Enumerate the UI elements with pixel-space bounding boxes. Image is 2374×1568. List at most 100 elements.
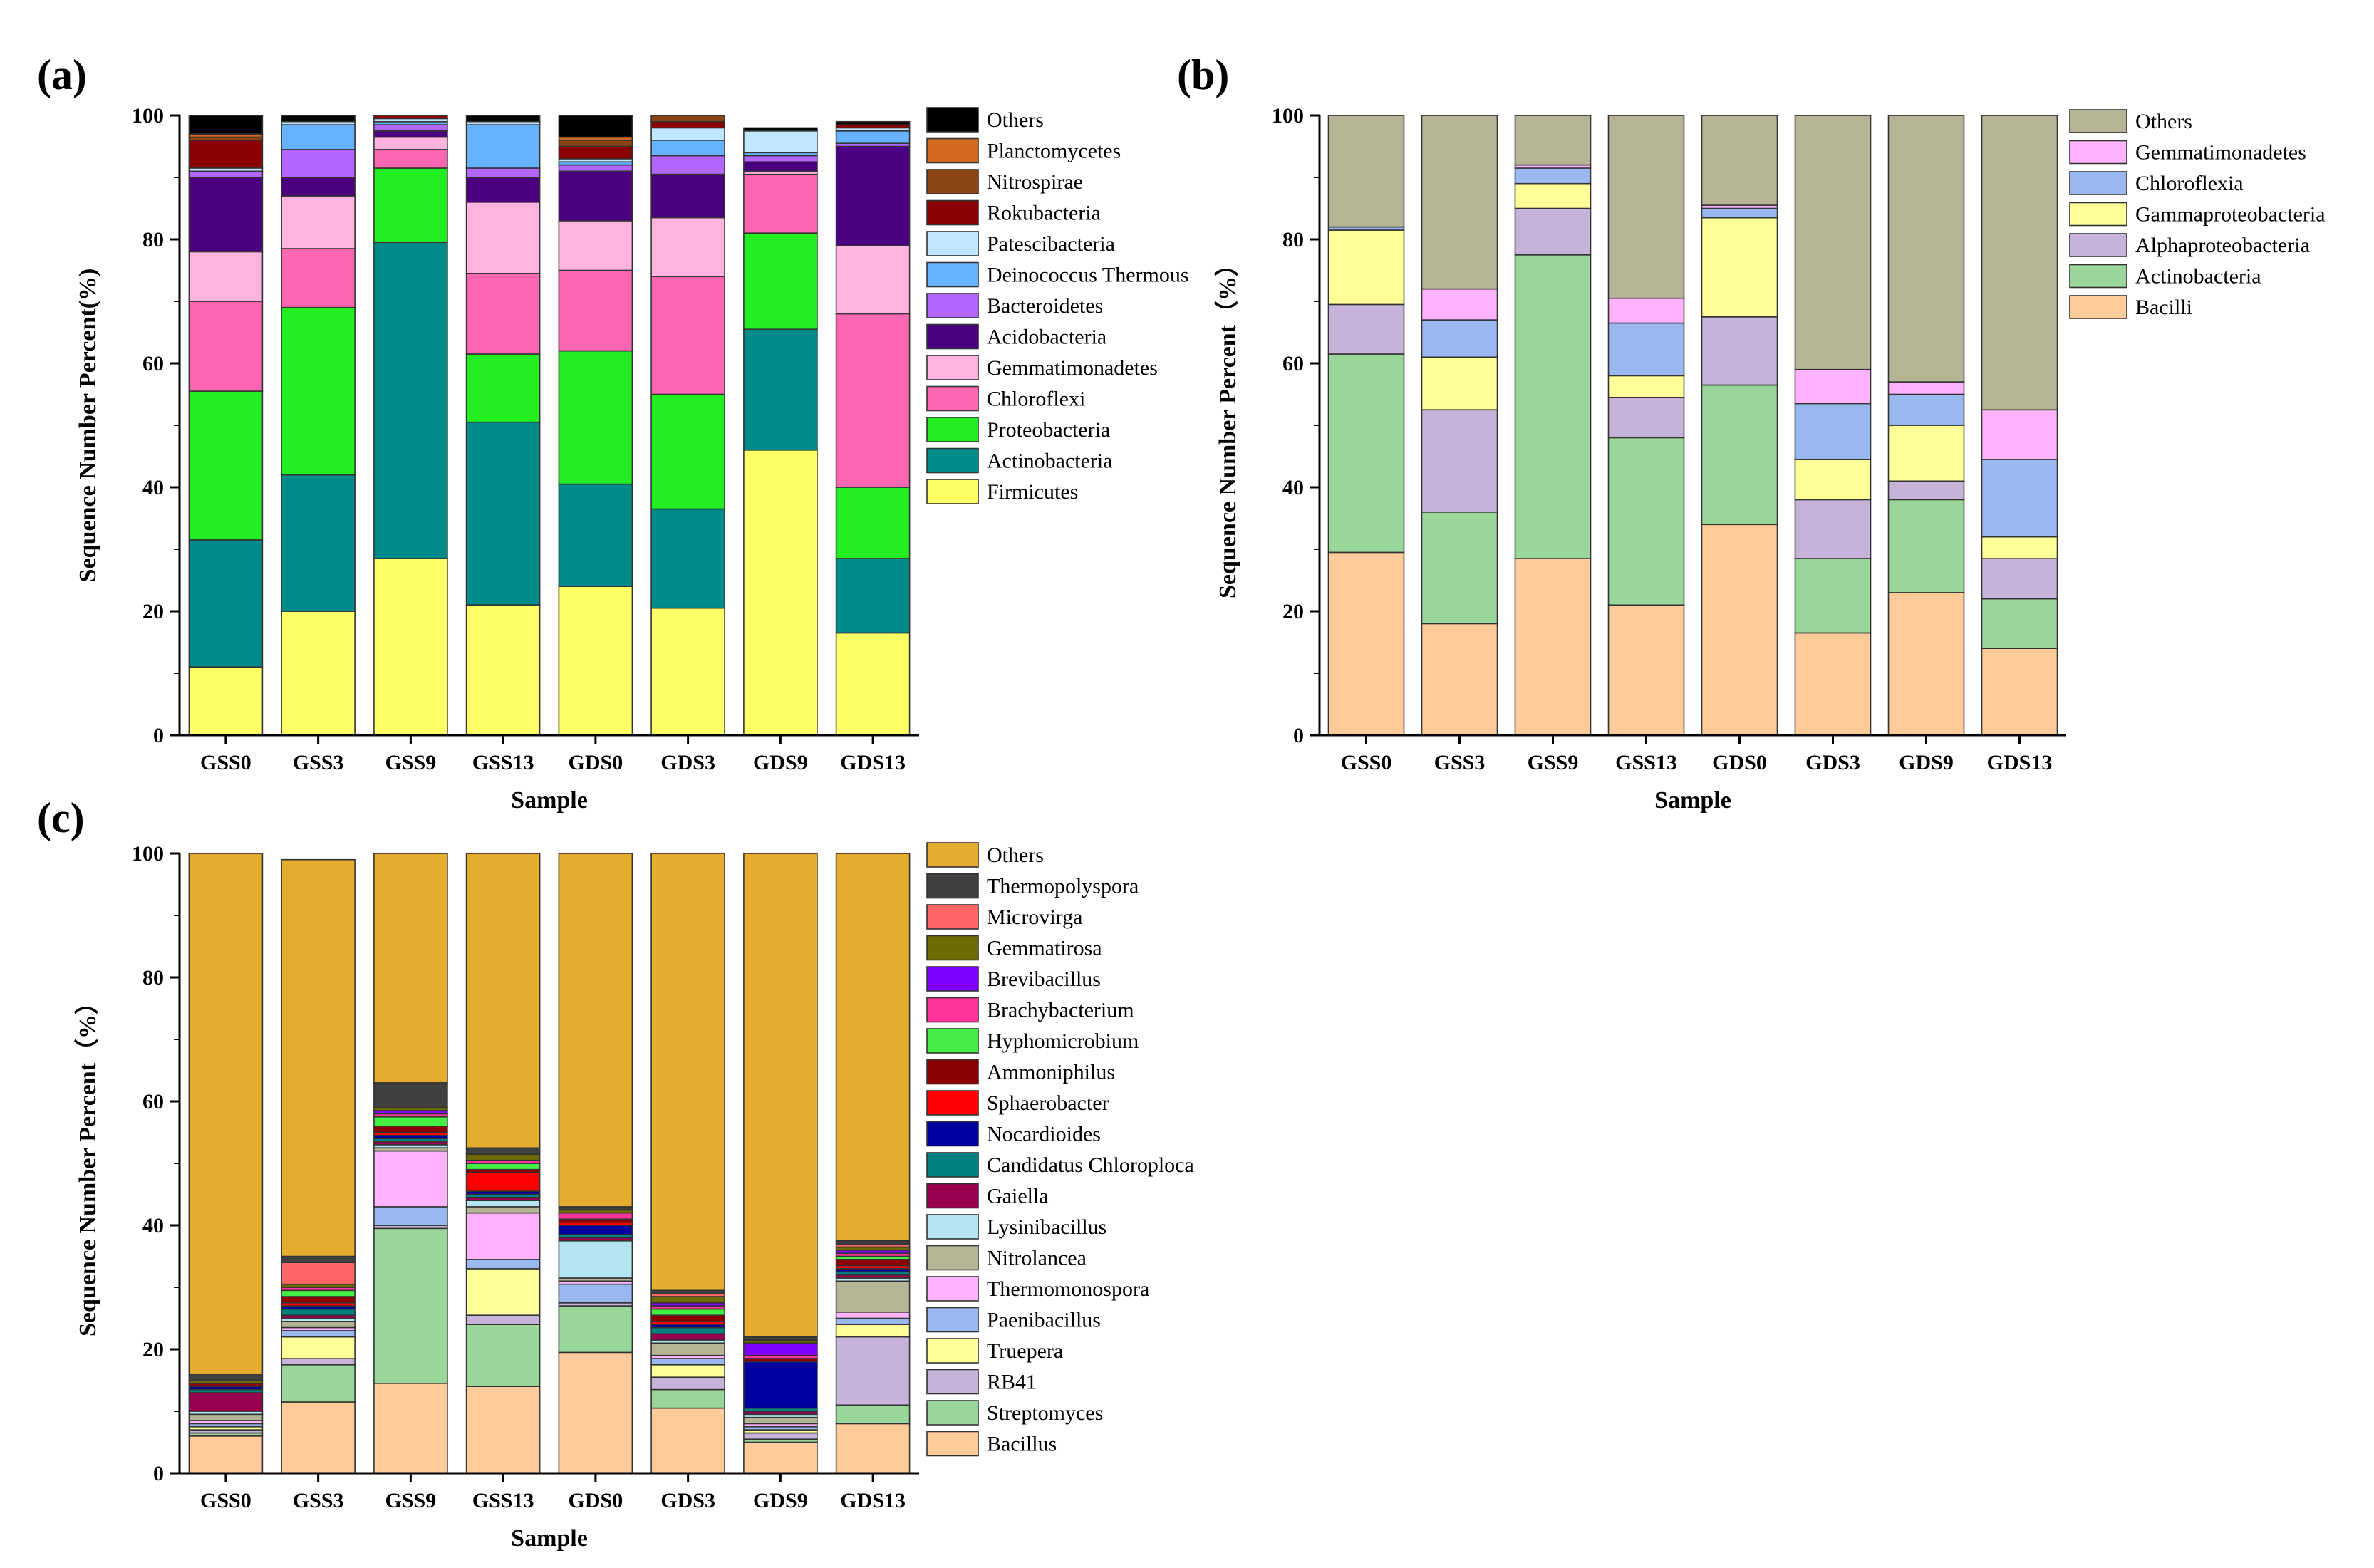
bar-segment <box>650 115 725 123</box>
bar-segment <box>558 586 633 736</box>
bar-segment <box>650 607 725 736</box>
bar-segment <box>373 124 448 132</box>
bar-segment <box>1607 322 1685 377</box>
legend-swatch <box>926 1276 979 1302</box>
legend-swatch <box>926 323 979 350</box>
legend-label: Proteobacteria <box>987 418 1110 442</box>
bar-segment <box>188 1392 264 1412</box>
bar-segment <box>465 1314 541 1325</box>
legend-label: Lysinibacillus <box>987 1215 1106 1239</box>
x-tick-label: GDS13 <box>840 1489 906 1512</box>
legend-label: Microvirga <box>987 905 1082 929</box>
legend-swatch <box>926 479 979 504</box>
bar-segment <box>188 140 264 169</box>
bar-segment <box>188 251 264 302</box>
bar-segment <box>281 1330 356 1338</box>
bar-segment <box>1701 524 1778 736</box>
chart-b: 0 20 40 60 80 100 GSS0 GSS3 GSS9 GSS13 GDS0 GDS3 GDS… <box>1213 104 2326 814</box>
bar-segment <box>465 1172 541 1192</box>
legend-label: Hyphomicrobium <box>987 1029 1139 1053</box>
bar-segment <box>465 1206 541 1214</box>
legend-swatch <box>926 1369 979 1395</box>
bar-segment <box>1327 229 1405 306</box>
bar-segment <box>743 173 818 234</box>
bar-segment <box>558 269 633 352</box>
bar-segment <box>835 145 911 246</box>
bar-segment <box>650 217 725 278</box>
legend-swatch <box>2069 109 2127 133</box>
legend-swatch <box>2069 264 2127 289</box>
y-axis-title: Sequence Number Percent（%） <box>73 990 101 1336</box>
bar-segment <box>650 393 725 510</box>
bar-segment <box>1421 319 1498 358</box>
legend-swatch <box>926 293 979 318</box>
legend-label: Chloroflexi <box>987 388 1085 411</box>
bar-segment <box>1421 288 1498 321</box>
x-tick-label: GDS9 <box>753 1489 808 1512</box>
bar-segment <box>465 1200 541 1208</box>
bar-segment <box>1327 551 1405 736</box>
bar-segment <box>743 853 818 1338</box>
legend-swatch <box>926 1245 979 1271</box>
bar-segment <box>1327 115 1405 228</box>
bar-segment <box>1514 182 1592 209</box>
bar-segment <box>373 130 448 138</box>
y-tick-label: 20 <box>142 1338 164 1361</box>
legend-label: Nitrolancea <box>987 1247 1087 1270</box>
legend-swatch <box>2069 171 2127 195</box>
bar-segment <box>281 149 356 178</box>
legend-swatch <box>926 261 979 288</box>
bar-segment <box>835 313 911 488</box>
y-tick-label: 100 <box>1272 104 1304 128</box>
bar-segment <box>1607 375 1685 398</box>
bar-segment <box>281 115 356 123</box>
bar-segment <box>1887 425 1965 482</box>
bar-segment <box>1794 115 1872 370</box>
legend-label: Chloroflexia <box>2135 172 2244 195</box>
bar-segment <box>188 177 264 253</box>
legend-swatch <box>926 137 979 164</box>
bar-segment <box>1981 558 2058 600</box>
bar-segment <box>281 858 356 1257</box>
x-tick-label: GSS13 <box>472 751 534 774</box>
bar-segment <box>1701 207 1778 219</box>
x-tick-label: GDS0 <box>1712 751 1767 774</box>
y-tick-label: 0 <box>153 724 164 747</box>
x-tick-label: GSS9 <box>385 751 437 774</box>
bar-segment <box>1887 381 1965 395</box>
bar-segment <box>743 161 818 172</box>
legend-swatch <box>926 1059 979 1085</box>
x-tick-label: GSS13 <box>472 1489 534 1512</box>
bar-segment <box>373 1227 448 1384</box>
legend-swatch <box>926 997 979 1023</box>
legend-label: Deinococcus Thermous <box>987 264 1189 287</box>
legend-swatch <box>926 417 979 442</box>
bar-segment <box>1514 558 1592 736</box>
y-tick-label: 40 <box>1282 476 1304 499</box>
bar-segment <box>743 155 818 162</box>
bar-segment <box>743 130 818 154</box>
bar-segment <box>281 1296 356 1304</box>
y-tick-label: 20 <box>142 600 164 623</box>
x-tick-label: GDS9 <box>753 751 808 774</box>
bar-segment <box>743 1432 818 1440</box>
bar-segment <box>650 1358 725 1366</box>
bar-segment <box>281 1308 356 1316</box>
bar-segment <box>835 487 911 559</box>
legend-label: Ammoniphilus <box>987 1061 1115 1084</box>
bar-segment <box>1327 303 1405 355</box>
legend-label: Others <box>2135 110 2192 133</box>
bar-segment <box>465 1147 541 1155</box>
bar-segment <box>1887 499 1965 593</box>
y-tick-label: 60 <box>142 1090 164 1113</box>
legend-label: Thermomonospora <box>987 1277 1149 1301</box>
bar-segment <box>465 853 541 1149</box>
legend-swatch <box>926 1121 979 1147</box>
bar-segment <box>835 1423 911 1474</box>
bar-segment <box>835 1317 911 1325</box>
bar-segment <box>650 508 725 609</box>
bar-segment <box>835 1336 911 1406</box>
y-tick-label: 100 <box>132 104 164 128</box>
legend-label: Gaiella <box>987 1185 1049 1208</box>
